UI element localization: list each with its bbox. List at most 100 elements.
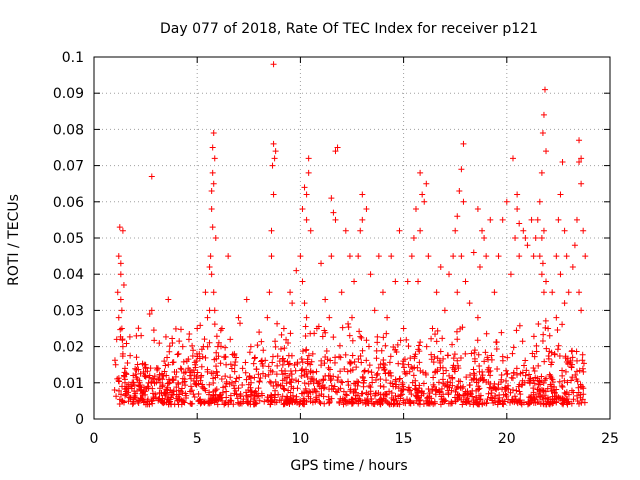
band-point [283, 336, 290, 343]
band-point [223, 388, 230, 395]
band-point [397, 395, 404, 402]
band-point [231, 362, 238, 369]
data-point [140, 368, 147, 375]
band-point [579, 396, 586, 403]
band-point [283, 380, 290, 387]
band-point [444, 378, 451, 385]
band-point [431, 383, 438, 390]
data-point [301, 300, 308, 307]
band-point [437, 401, 444, 408]
band-point [245, 381, 252, 388]
band-point [261, 398, 268, 405]
band-point [193, 373, 200, 380]
data-point [194, 325, 201, 332]
band-point [432, 368, 439, 375]
band-point [139, 390, 146, 397]
band-point [396, 375, 403, 382]
band-point [345, 378, 352, 385]
band-point [222, 373, 229, 380]
band-point [332, 354, 339, 361]
band-point [113, 393, 120, 400]
band-point [487, 394, 494, 401]
x-tick-label: 15 [395, 431, 413, 447]
data-point [287, 289, 294, 296]
data-point [516, 220, 523, 227]
data-point [538, 169, 545, 176]
data-point [553, 314, 560, 321]
x-axis-label: GPS time / hours [290, 458, 407, 474]
band-point [358, 334, 365, 341]
band-point [233, 375, 240, 382]
band-point [531, 353, 538, 360]
band-point [316, 383, 323, 390]
band-point [412, 351, 419, 358]
band-point [292, 367, 299, 374]
data-point [297, 253, 304, 260]
band-point [505, 386, 512, 393]
band-point [433, 338, 440, 345]
band-point [488, 356, 495, 363]
band-point [368, 400, 375, 407]
data-point [132, 390, 139, 397]
band-point [351, 358, 358, 365]
data-point [152, 394, 159, 401]
band-point [162, 333, 169, 340]
band-point [485, 390, 492, 397]
band-point [449, 341, 456, 348]
data-point [167, 387, 174, 394]
data-point [441, 307, 448, 314]
band-point [435, 379, 442, 386]
band-point [508, 396, 515, 403]
band-point [242, 369, 249, 376]
band-point [298, 373, 305, 380]
band-point [463, 374, 470, 381]
band-point [270, 382, 277, 389]
band-point [193, 381, 200, 388]
data-point [571, 242, 578, 249]
data-point [433, 289, 440, 296]
data-point [128, 383, 135, 390]
band-point [437, 348, 444, 355]
band-point [164, 396, 171, 403]
dense-data-band [111, 317, 588, 408]
band-point [164, 354, 171, 361]
band-point [349, 366, 356, 373]
band-point [539, 337, 546, 344]
band-point [546, 332, 553, 339]
band-point [513, 327, 520, 334]
data-point [260, 347, 267, 354]
band-point [477, 392, 484, 399]
band-point [462, 390, 469, 397]
band-point [274, 353, 281, 360]
band-point [305, 380, 312, 387]
band-point [476, 362, 483, 369]
band-point [193, 357, 200, 364]
band-point [201, 336, 208, 343]
band-point [426, 393, 433, 400]
band-point [572, 372, 579, 379]
band-point [343, 392, 350, 399]
data-point [349, 314, 355, 321]
band-point [436, 387, 443, 394]
data-point [146, 311, 153, 318]
band-point [265, 363, 272, 370]
data-point [146, 372, 153, 379]
band-point [383, 398, 390, 405]
band-point [134, 361, 141, 368]
band-point [265, 371, 272, 378]
data-point [225, 253, 232, 260]
band-point [559, 321, 566, 328]
band-point [431, 353, 438, 360]
band-point [477, 396, 484, 403]
band-point [135, 325, 142, 332]
data-point [522, 235, 529, 241]
band-point [418, 388, 425, 395]
band-point [534, 399, 541, 406]
band-point [174, 351, 181, 358]
band-point [531, 380, 538, 387]
data-point [173, 368, 180, 375]
band-point [156, 371, 163, 378]
data-point [487, 216, 494, 223]
band-point [280, 401, 287, 408]
y-tick-label: 0.09 [53, 86, 84, 102]
